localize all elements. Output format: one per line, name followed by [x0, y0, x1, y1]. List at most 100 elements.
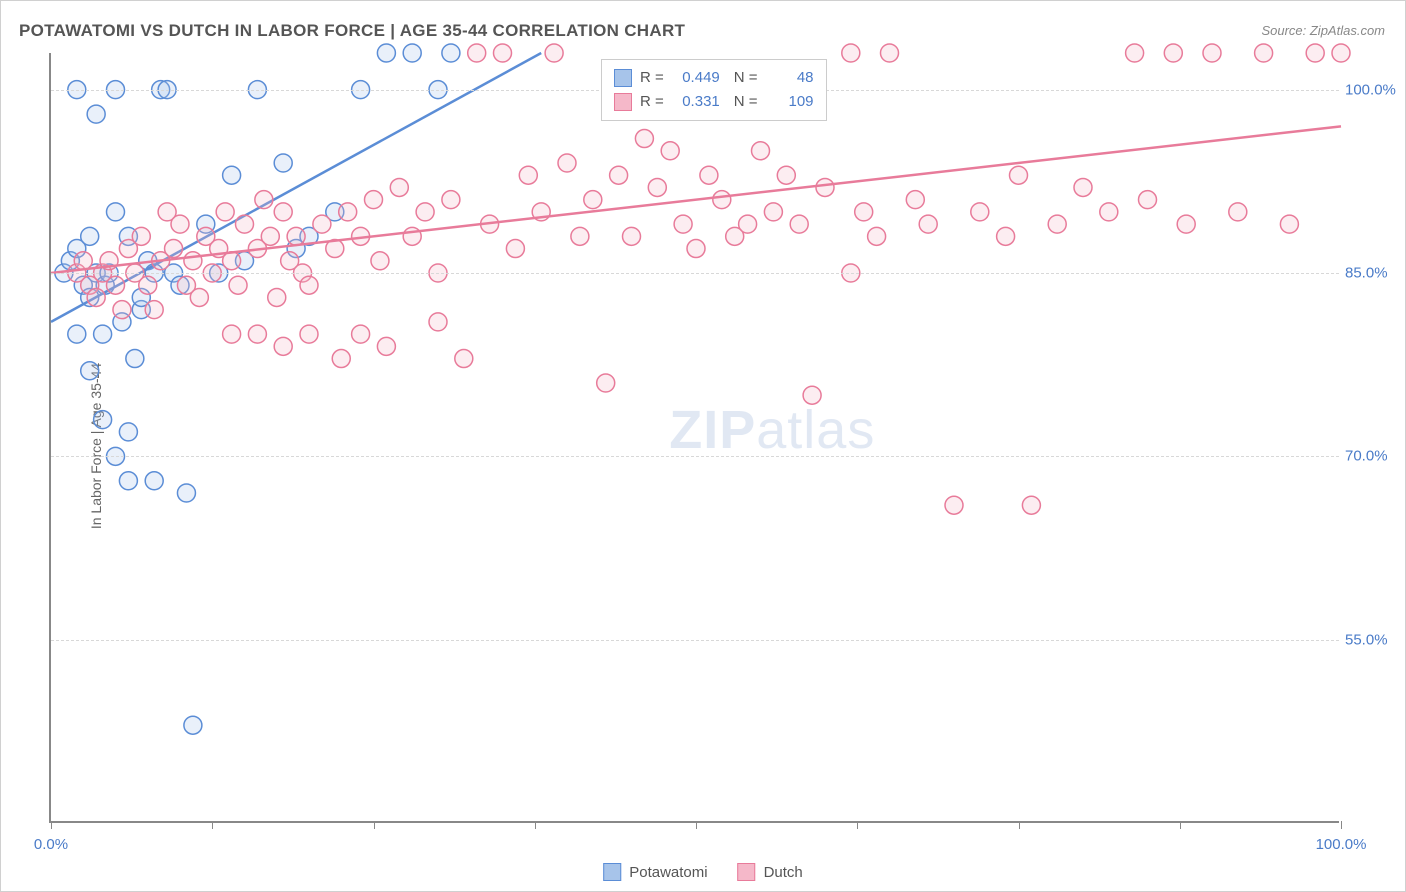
data-point	[597, 374, 615, 392]
data-point	[87, 288, 105, 306]
data-point	[145, 301, 163, 319]
data-point	[377, 44, 395, 62]
data-point	[229, 276, 247, 294]
data-point	[300, 276, 318, 294]
legend-label-dutch: Dutch	[764, 864, 803, 881]
data-point	[919, 215, 937, 233]
data-point	[184, 252, 202, 270]
data-point	[623, 227, 641, 245]
data-point	[1280, 215, 1298, 233]
data-point	[881, 44, 899, 62]
data-point	[113, 301, 131, 319]
data-point	[223, 325, 241, 343]
legend-r-value-dutch: 0.331	[670, 90, 720, 114]
data-point	[74, 252, 92, 270]
x-tick-label: 100.0%	[1316, 836, 1367, 853]
data-point	[1177, 215, 1195, 233]
data-point	[997, 227, 1015, 245]
data-point	[287, 227, 305, 245]
data-point	[1048, 215, 1066, 233]
source-attribution: Source: ZipAtlas.com	[1261, 23, 1385, 38]
data-point	[1332, 44, 1350, 62]
data-point	[390, 178, 408, 196]
data-point	[94, 325, 112, 343]
plot-area: ZIPatlas 55.0%70.0%85.0%100.0%0.0%100.0%	[49, 53, 1339, 823]
data-point	[674, 215, 692, 233]
data-point	[971, 203, 989, 221]
data-point	[68, 325, 86, 343]
data-point	[274, 337, 292, 355]
data-point	[377, 337, 395, 355]
x-tick	[1341, 821, 1342, 829]
data-point	[790, 215, 808, 233]
data-point	[1126, 44, 1144, 62]
data-point	[558, 154, 576, 172]
data-point	[468, 44, 486, 62]
data-point	[519, 166, 537, 184]
data-point	[739, 215, 757, 233]
data-point	[494, 44, 512, 62]
data-point	[81, 227, 99, 245]
data-point	[571, 227, 589, 245]
legend-swatch-dutch	[614, 93, 632, 111]
data-point	[1100, 203, 1118, 221]
data-point	[868, 227, 886, 245]
data-point	[87, 105, 105, 123]
grid-line	[51, 273, 1339, 274]
legend-r-value-potawatomi: 0.449	[670, 66, 720, 90]
data-point	[455, 350, 473, 368]
data-point	[945, 496, 963, 514]
data-point	[1022, 496, 1040, 514]
data-point	[816, 178, 834, 196]
legend-n-label: N =	[734, 66, 758, 90]
series-legend: Potawatomi Dutch	[603, 863, 803, 881]
y-tick-label: 55.0%	[1345, 631, 1401, 648]
data-point	[119, 423, 137, 441]
grid-line	[51, 640, 1339, 641]
data-point	[635, 130, 653, 148]
data-point	[1139, 191, 1157, 209]
data-point	[165, 240, 183, 258]
data-point	[1255, 44, 1273, 62]
data-point	[777, 166, 795, 184]
data-point	[1164, 44, 1182, 62]
legend-label-potawatomi: Potawatomi	[629, 864, 707, 881]
data-point	[223, 166, 241, 184]
data-point	[107, 276, 125, 294]
data-point	[184, 716, 202, 734]
data-point	[442, 191, 460, 209]
data-point	[171, 215, 189, 233]
data-point	[545, 44, 563, 62]
data-point	[274, 203, 292, 221]
data-point	[300, 325, 318, 343]
legend-row-potawatomi: R = 0.449 N = 48	[614, 66, 814, 90]
y-tick-label: 100.0%	[1345, 81, 1401, 98]
legend-n-value-dutch: 109	[764, 90, 814, 114]
data-point	[119, 472, 137, 490]
data-point	[255, 191, 273, 209]
data-point	[339, 203, 357, 221]
data-point	[107, 203, 125, 221]
data-point	[268, 288, 286, 306]
y-tick-label: 70.0%	[1345, 448, 1401, 465]
data-point	[648, 178, 666, 196]
data-point	[661, 142, 679, 160]
correlation-legend: R = 0.449 N = 48 R = 0.331 N = 109	[601, 59, 827, 121]
data-point	[132, 227, 150, 245]
legend-item-dutch: Dutch	[738, 863, 803, 881]
legend-r-label: R =	[640, 66, 664, 90]
data-point	[1074, 178, 1092, 196]
data-point	[236, 215, 254, 233]
legend-row-dutch: R = 0.331 N = 109	[614, 90, 814, 114]
data-point	[610, 166, 628, 184]
data-point	[842, 44, 860, 62]
data-point	[1203, 44, 1221, 62]
data-point	[126, 350, 144, 368]
data-point	[752, 142, 770, 160]
x-tick	[535, 821, 536, 829]
x-tick	[374, 821, 375, 829]
x-tick	[51, 821, 52, 829]
y-tick-label: 85.0%	[1345, 265, 1401, 282]
data-point	[248, 325, 266, 343]
data-point	[906, 191, 924, 209]
